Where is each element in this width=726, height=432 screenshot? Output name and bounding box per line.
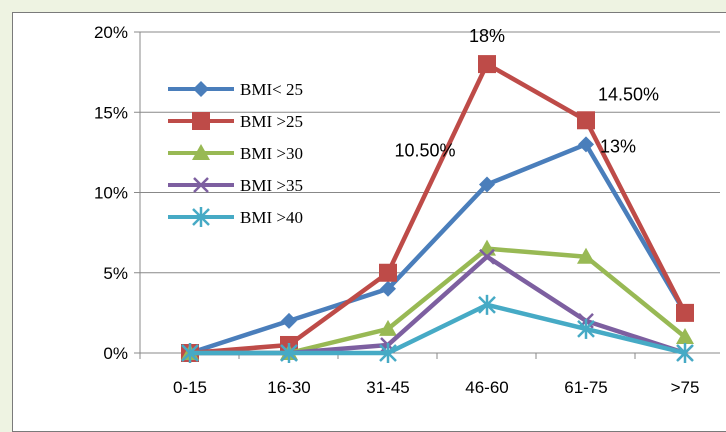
series-line bbox=[189, 142, 687, 356]
legend-label: BMI >30 bbox=[240, 144, 303, 163]
data-point bbox=[676, 327, 694, 344]
legend-swatch-marker bbox=[192, 112, 210, 130]
data-label: 14.50% bbox=[598, 84, 659, 104]
data-point bbox=[478, 55, 496, 74]
legend-swatch-marker bbox=[192, 207, 210, 227]
legend-item: BMI >40 bbox=[168, 207, 303, 227]
data-annotations: 18% 14.50% 10.50% 13% bbox=[394, 26, 659, 160]
data-point bbox=[577, 318, 595, 339]
y-tick-label: 20% bbox=[94, 23, 128, 42]
legend-swatch-marker bbox=[192, 144, 210, 160]
series-line bbox=[190, 302, 686, 356]
data-point bbox=[676, 303, 694, 322]
legend-label: BMI >40 bbox=[240, 208, 303, 227]
data-label: 10.50% bbox=[394, 140, 455, 160]
data-label: 13% bbox=[600, 136, 636, 156]
data-point bbox=[181, 343, 199, 363]
data-point bbox=[379, 343, 397, 363]
x-tick-labels: 0-15 16-30 31-45 46-60 61-75 >75 bbox=[173, 378, 699, 397]
legend-label: BMI< 25 bbox=[240, 80, 303, 99]
legend-item: BMI >35 bbox=[168, 176, 303, 195]
data-point bbox=[577, 111, 595, 130]
legend-item: BMI >30 bbox=[168, 144, 303, 163]
legend-swatch-marker bbox=[193, 177, 209, 193]
y-tick-label: 0% bbox=[103, 344, 128, 363]
data-point bbox=[577, 247, 595, 264]
x-tick-label: >75 bbox=[671, 378, 700, 397]
data-point bbox=[479, 176, 495, 193]
data-point bbox=[379, 319, 397, 336]
legend-label: BMI >25 bbox=[240, 112, 303, 131]
data-point bbox=[479, 248, 495, 265]
legend-item: BMI< 25 bbox=[168, 80, 303, 99]
series-group bbox=[181, 55, 694, 363]
series-line bbox=[189, 61, 688, 356]
data-point bbox=[478, 294, 496, 315]
data-point bbox=[379, 263, 397, 282]
data-point bbox=[578, 136, 594, 153]
y-tick-label: 5% bbox=[103, 264, 128, 283]
chart-frame bbox=[12, 12, 726, 432]
x-tick-label: 31-45 bbox=[366, 378, 409, 397]
data-point bbox=[280, 343, 298, 363]
series-line bbox=[190, 254, 686, 356]
data-point bbox=[676, 343, 694, 363]
x-tick-label: 46-60 bbox=[465, 378, 508, 397]
legend-item: BMI >25 bbox=[168, 112, 303, 131]
x-tick-label: 16-30 bbox=[267, 378, 310, 397]
x-tick-label: 61-75 bbox=[564, 378, 607, 397]
data-label: 18% bbox=[469, 26, 505, 46]
x-tick-label: 0-15 bbox=[173, 378, 207, 397]
legend: BMI< 25 BMI >25 BMI >30 BMI >35 BMI >40 bbox=[168, 80, 303, 227]
data-point bbox=[380, 280, 396, 297]
y-tick-labels: 0% 5% 10% 15% 20% bbox=[94, 23, 128, 363]
data-point bbox=[281, 312, 297, 329]
y-tick-label: 10% bbox=[94, 184, 128, 203]
y-tick-label: 15% bbox=[94, 103, 128, 122]
legend-swatch-marker bbox=[193, 81, 209, 97]
legend-label: BMI >35 bbox=[240, 176, 303, 195]
